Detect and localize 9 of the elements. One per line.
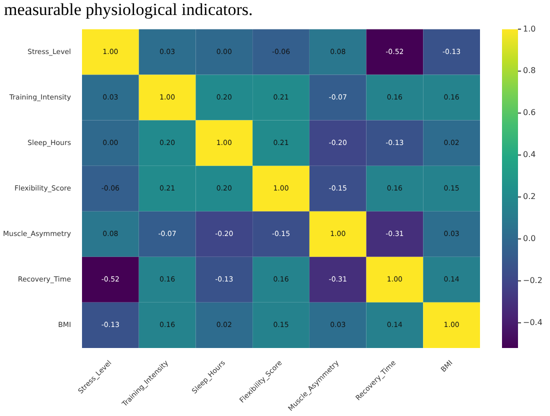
color-bar-label: −0.4 xyxy=(523,318,542,327)
color-bar-label: 0.4 xyxy=(523,150,536,160)
color-bar-label: 0.6 xyxy=(523,108,536,118)
color-bar-label: −0.2 xyxy=(523,276,542,285)
text: measurable physiological indicators. xyxy=(4,0,253,19)
color-bar-label: 0.0 xyxy=(523,234,536,243)
color-bar-label: 0.8 xyxy=(523,66,536,76)
color-bar-label: 0.2 xyxy=(523,192,536,202)
color-bar-label: 1.0 xyxy=(523,24,536,34)
